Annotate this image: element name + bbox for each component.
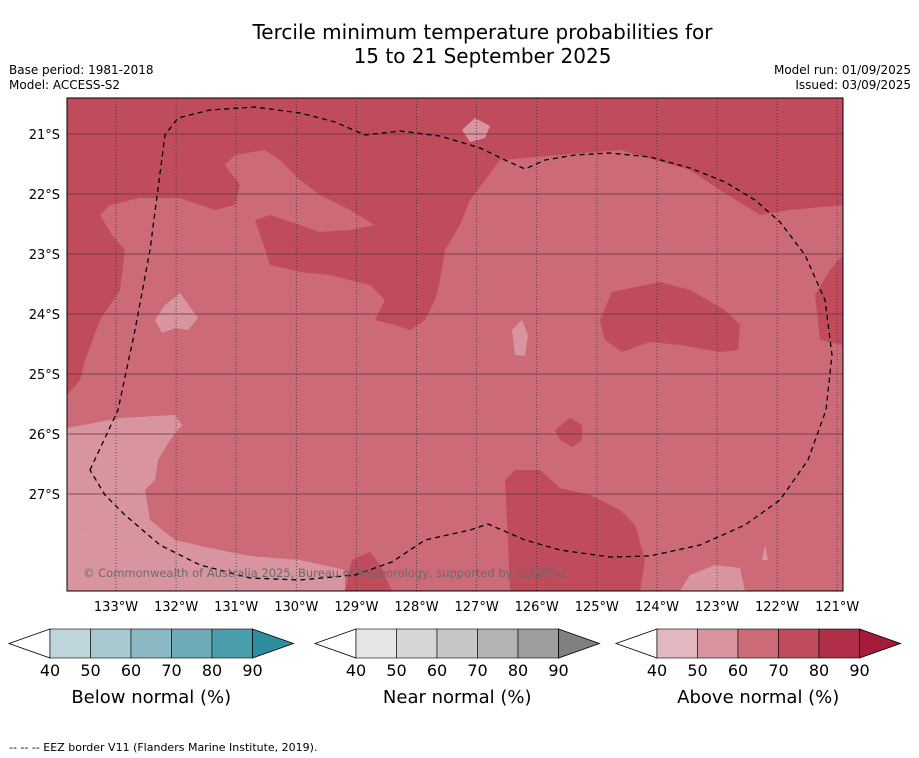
colorbar-tick-label: 40 xyxy=(346,661,366,680)
colorbar-extend-high xyxy=(252,628,295,659)
probability-fill xyxy=(67,98,843,591)
colorbar-tick-label: 70 xyxy=(161,661,181,680)
x-tick-label: 130°W xyxy=(274,600,318,615)
colorbar-bin xyxy=(130,628,172,659)
colorbar-bin xyxy=(436,628,478,659)
colorbar-tick-label: 70 xyxy=(467,661,487,680)
colorbar-tick-label: 70 xyxy=(768,661,788,680)
colorbar-tick-label: 80 xyxy=(809,661,829,680)
colorbar-bin xyxy=(697,628,739,659)
colorbar-tick-label: 50 xyxy=(687,661,707,680)
y-tick-label: 21°S xyxy=(29,128,60,143)
colorbar-bin xyxy=(656,628,698,659)
x-tick-label: 128°W xyxy=(394,600,438,615)
colorbar-bin xyxy=(477,628,519,659)
colorbar-bin xyxy=(355,628,397,659)
footer-note: -- -- -- EEZ border V11 (Flanders Marine… xyxy=(9,741,317,754)
colorbar-label: Near normal (%) xyxy=(383,687,532,708)
colorbar-bin xyxy=(171,628,213,659)
model-run-label: Model run: 01/09/2025 xyxy=(773,63,911,77)
colorbar-label: Above normal (%) xyxy=(677,687,839,708)
x-tick-label: 125°W xyxy=(575,600,619,615)
graticule xyxy=(67,98,843,591)
colorbar-tick-label: 80 xyxy=(202,661,222,680)
chart-title-line1: Tercile minimum temperature probabilitie… xyxy=(252,20,713,44)
colorbar-bin xyxy=(49,628,91,659)
colorbar-tick-label: 40 xyxy=(40,661,60,680)
x-tick-label: 121°W xyxy=(815,600,859,615)
model-label: Model: ACCESS-S2 xyxy=(9,78,121,92)
x-tick-label: 126°W xyxy=(515,600,559,615)
x-tick-label: 133°W xyxy=(94,600,138,615)
x-tick-label: 124°W xyxy=(635,600,679,615)
y-tick-label: 22°S xyxy=(29,188,60,203)
colorbar-bin xyxy=(517,628,559,659)
colorbar-bin xyxy=(90,628,132,659)
colorbar-tick-label: 80 xyxy=(508,661,528,680)
chart-title-line2: 15 to 21 September 2025 xyxy=(353,44,612,68)
issued-label: Issued: 03/09/2025 xyxy=(795,78,911,92)
colorbar-extend-high xyxy=(558,628,601,659)
colorbar: 40 50 60 70 80 90 Below normal (%) xyxy=(7,628,295,708)
colorbar: 40 50 60 70 80 90 Near normal (%) xyxy=(313,628,601,708)
colorbar-tick-label: 40 xyxy=(647,661,667,680)
y-tick-label: 24°S xyxy=(29,308,60,323)
plot-frame xyxy=(66,97,844,592)
colorbar: 40 50 60 70 80 90 Above normal (%) xyxy=(614,628,902,708)
x-tick-label: 122°W xyxy=(755,600,799,615)
colorbar-tick-label: 60 xyxy=(427,661,447,680)
colorbar-tick-label: 60 xyxy=(728,661,748,680)
y-tick-label: 26°S xyxy=(29,428,60,443)
colorbar-bin xyxy=(211,628,253,659)
y-tick-label: 25°S xyxy=(29,368,60,383)
base-period-label: Base period: 1981-2018 xyxy=(9,63,154,77)
x-tick-label: 129°W xyxy=(334,600,378,615)
colorbar-bin xyxy=(778,628,820,659)
colorbar-extend-low xyxy=(614,628,658,659)
x-axis-labels: 133°W 132°W 131°W 130°W 129°W 128°W 127°W 126°W… xyxy=(94,600,860,615)
x-tick-label: 131°W xyxy=(214,600,258,615)
colorbar-extend-low xyxy=(7,628,51,659)
colorbar-extend-high xyxy=(859,628,902,659)
colorbar-tick-label: 50 xyxy=(386,661,406,680)
colorbar-bin xyxy=(396,628,438,659)
colorbar-tick-label: 60 xyxy=(121,661,141,680)
x-tick-label: 123°W xyxy=(695,600,739,615)
colorbar-tick-label: 90 xyxy=(849,661,869,680)
colorbar-bin xyxy=(818,628,860,659)
colorbar-tick-label: 90 xyxy=(242,661,262,680)
colorbar-tick-label: 50 xyxy=(80,661,100,680)
x-tick-label: 127°W xyxy=(455,600,499,615)
colorbar-label: Below normal (%) xyxy=(71,687,231,708)
colorbar-extend-low xyxy=(313,628,357,659)
colorbars: 40 50 60 70 80 90 Below normal (%) 40 50 60 70 80 90… xyxy=(7,628,902,708)
colorbar-tick-label: 90 xyxy=(548,661,568,680)
x-tick-label: 132°W xyxy=(154,600,198,615)
y-tick-label: 27°S xyxy=(29,488,60,503)
y-axis-labels: 21°S 22°S 23°S 24°S 25°S 26°S 27°S xyxy=(29,128,60,503)
y-tick-label: 23°S xyxy=(29,248,60,263)
colorbar-bin xyxy=(737,628,779,659)
eez-border xyxy=(89,106,833,581)
credit-text: © Commonwealth of Australia 2025, Bureau… xyxy=(83,566,567,580)
